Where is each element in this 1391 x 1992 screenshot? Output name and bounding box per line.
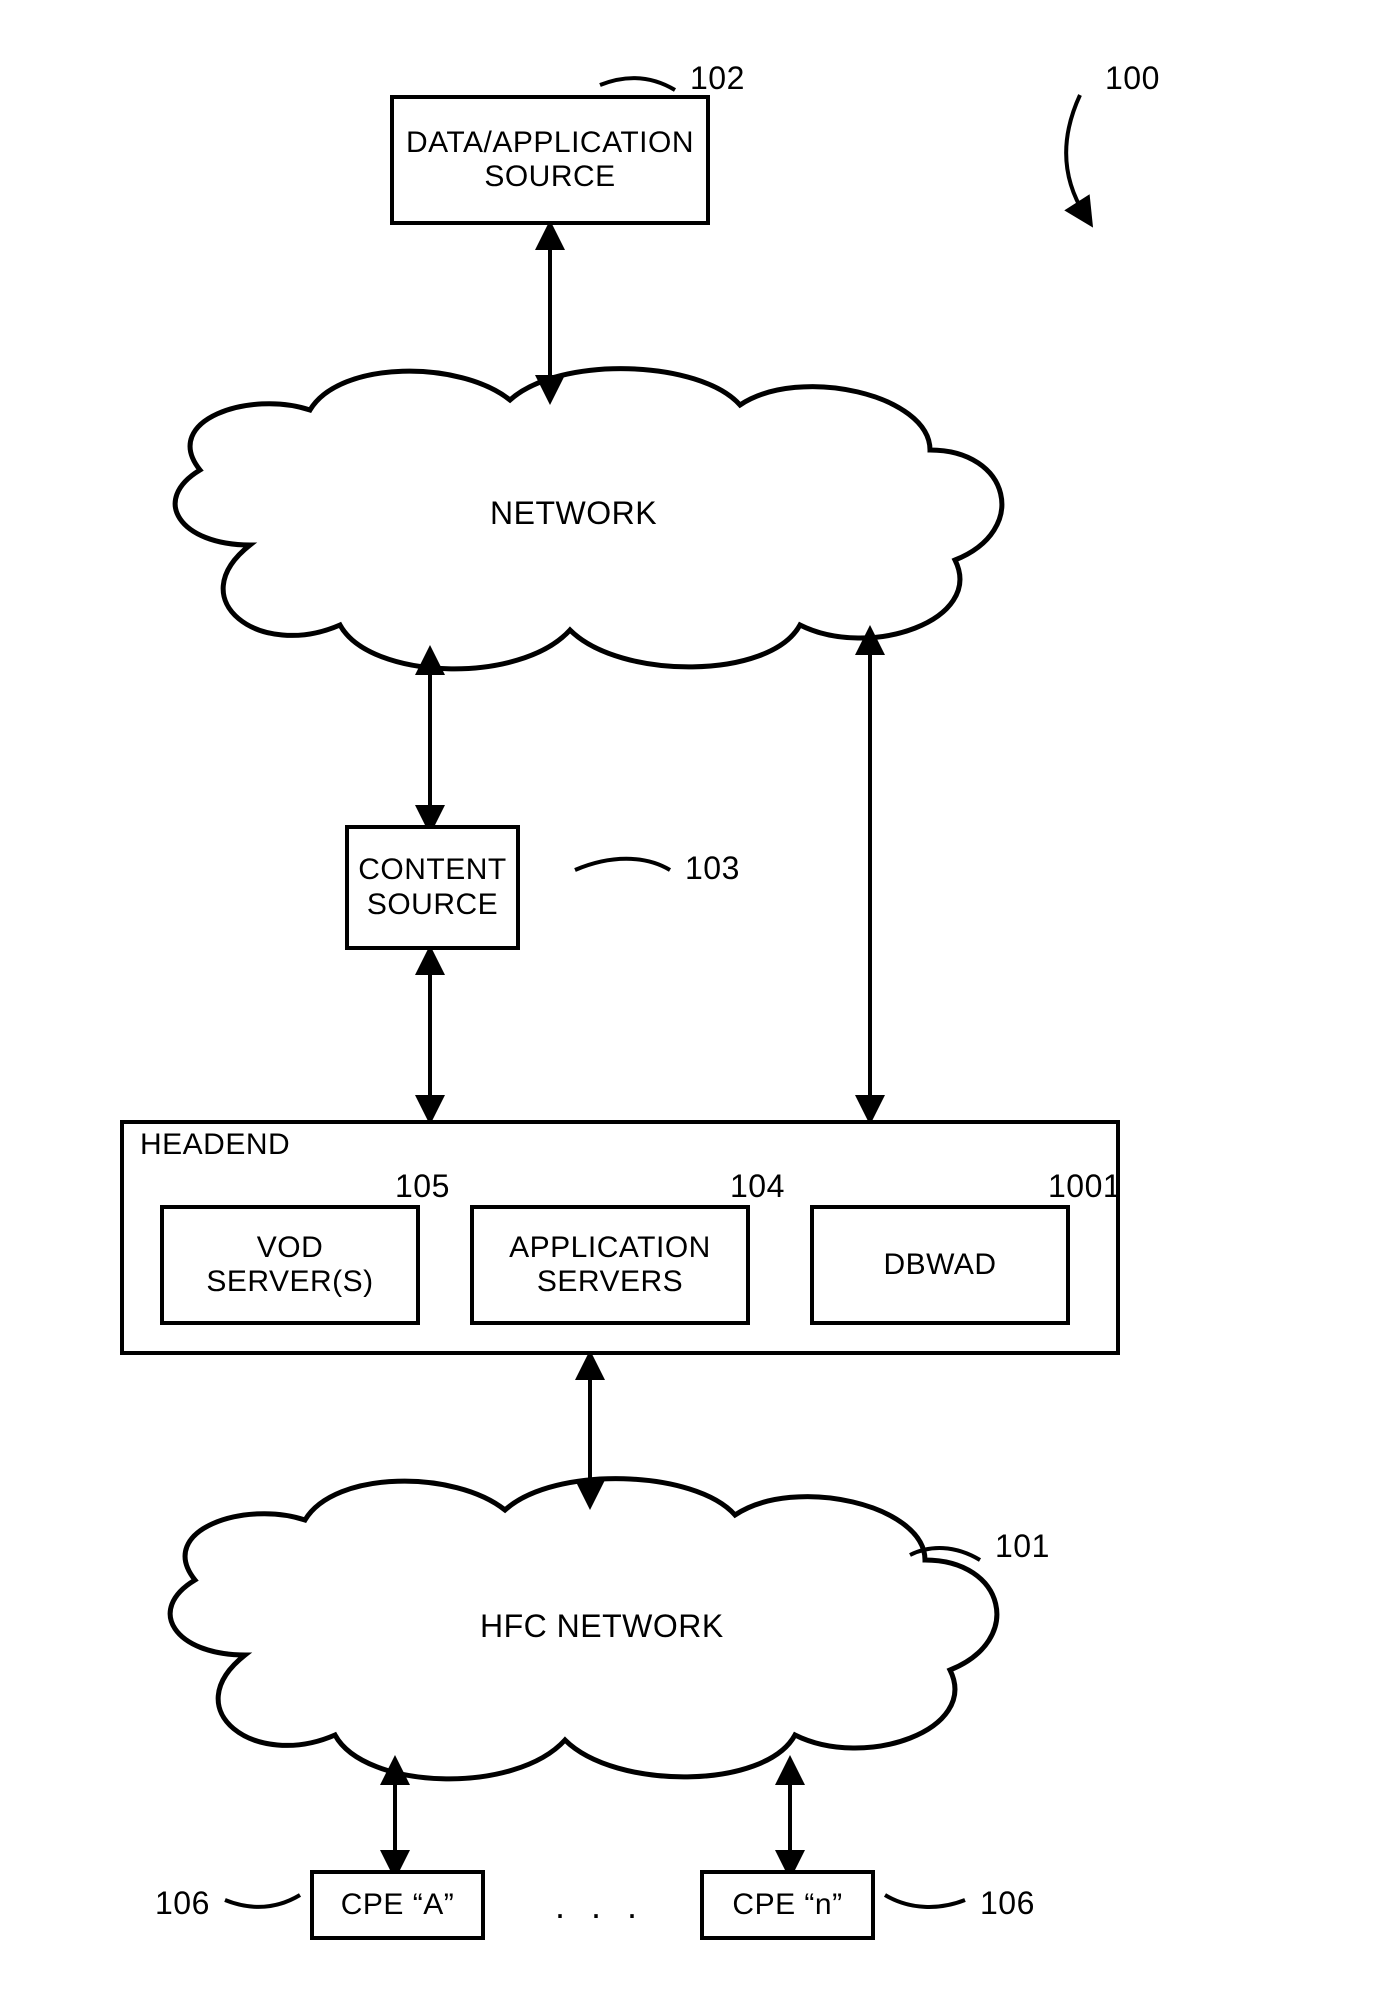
cpe-n-box: CPE “n”: [700, 1870, 875, 1940]
content-source-box: CONTENT SOURCE: [345, 825, 520, 950]
ref-1001: 1001: [1048, 1168, 1121, 1205]
ref-104: 104: [730, 1168, 785, 1205]
cpe-ellipsis: . . .: [555, 1885, 645, 1927]
vod-servers-box: VOD SERVER(S): [160, 1205, 420, 1325]
ref-103: 103: [685, 850, 740, 887]
headend-label: HEADEND: [140, 1128, 290, 1162]
ref-102: 102: [690, 60, 745, 97]
dbwad-box: DBWAD: [810, 1205, 1070, 1325]
ref-106-left: 106: [155, 1885, 210, 1922]
ref-106-right: 106: [980, 1885, 1035, 1922]
app-servers-box: APPLICATION SERVERS: [470, 1205, 750, 1325]
data-app-source-box: DATA/APPLICATION SOURCE: [390, 95, 710, 225]
diagram-svg: [0, 0, 1391, 1992]
network-cloud-label: NETWORK: [490, 495, 657, 532]
cpe-a-box: CPE “A”: [310, 1870, 485, 1940]
ref-101: 101: [995, 1528, 1050, 1565]
ref-100: 100: [1105, 60, 1160, 97]
ref-105: 105: [395, 1168, 450, 1205]
hfc-cloud-label: HFC NETWORK: [480, 1608, 724, 1645]
